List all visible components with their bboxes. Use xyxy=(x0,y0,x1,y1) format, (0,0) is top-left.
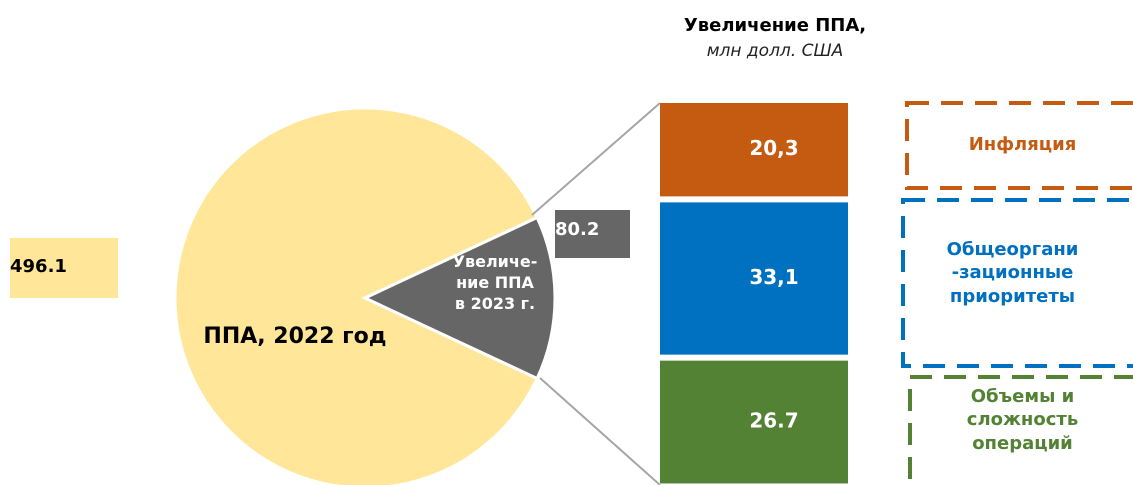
value-label: 80.2 xyxy=(555,219,600,240)
pie-slice xyxy=(361,215,557,381)
bar-value-label: 20,3 xyxy=(749,136,798,160)
slice-label: ППА, 2022 год xyxy=(203,324,387,349)
chart-title: Увеличение ППА, xyxy=(683,15,867,36)
category-label: Общеоргани -зационные приоритеты xyxy=(946,239,1079,307)
bar-value-label: 26.7 xyxy=(749,409,798,433)
bar xyxy=(660,202,848,355)
connector-line xyxy=(539,377,661,485)
connector-line xyxy=(531,102,661,216)
category-box xyxy=(908,375,1133,485)
pie-slice xyxy=(173,106,540,485)
category-label: Объемы и сложность операций xyxy=(966,386,1079,454)
category-label: Инфляция xyxy=(968,134,1077,155)
bar xyxy=(660,103,848,197)
value-label: 496.1 xyxy=(10,256,67,277)
category-box xyxy=(901,198,1133,368)
bar xyxy=(660,360,848,484)
value-label-box xyxy=(555,210,630,258)
bar-value-label: 33,1 xyxy=(749,265,798,289)
category-box xyxy=(905,101,1133,190)
chart-subtitle: млн долл. США xyxy=(706,41,844,61)
slice-label: Увеличе- ние ППА в 2023 г. xyxy=(452,252,538,313)
value-label-box xyxy=(10,238,118,298)
